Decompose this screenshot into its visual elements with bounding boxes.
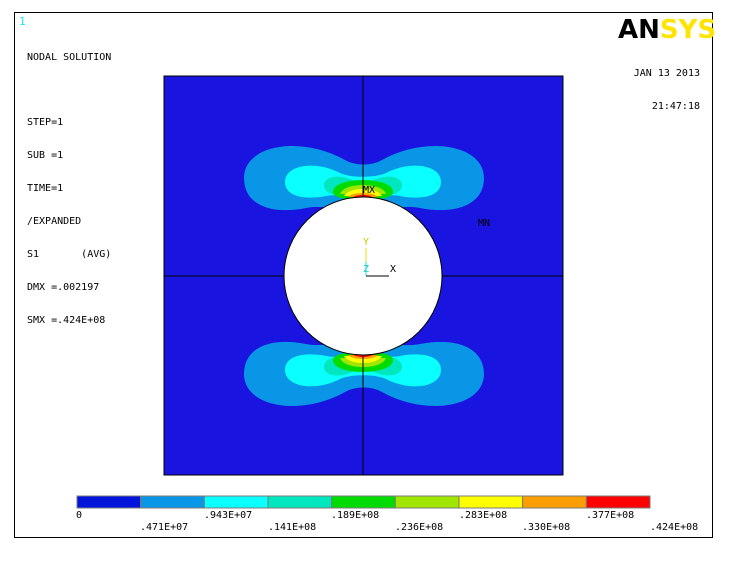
legend-band-1 bbox=[140, 495, 205, 509]
hole-circle bbox=[283, 196, 443, 356]
legend-bottom-label-3: .330E+08 bbox=[522, 522, 571, 533]
triad-x-label: X bbox=[390, 264, 396, 275]
legend-top-label-3: .283E+08 bbox=[459, 510, 508, 521]
legend-band-5 bbox=[394, 495, 460, 509]
logo-an: AN bbox=[618, 15, 660, 45]
time-label: TIME=1 bbox=[27, 183, 64, 194]
legend-color-bar bbox=[76, 495, 651, 509]
window-number: 1 bbox=[19, 15, 26, 28]
min-marker: MN bbox=[478, 218, 490, 229]
legend-band-6 bbox=[458, 495, 524, 509]
substep-label: SUB =1 bbox=[27, 150, 64, 161]
upper-stress-lobe bbox=[244, 146, 484, 212]
solution-title: NODAL SOLUTION bbox=[27, 52, 112, 63]
ansys-logo: ANSYS bbox=[618, 15, 716, 45]
legend-band-3 bbox=[267, 495, 333, 509]
time-label-clock: 21:47:18 bbox=[651, 101, 700, 112]
legend-bottom-label-2: .236E+08 bbox=[395, 522, 444, 533]
step-label: STEP=1 bbox=[27, 117, 64, 128]
legend-bottom-label-1: .141E+08 bbox=[268, 522, 317, 533]
timestamp-block: JAN 13 2013 21:47:18 bbox=[634, 46, 700, 134]
legend-top-label-1: .943E+07 bbox=[204, 510, 253, 521]
legend-top-label-4: .377E+08 bbox=[586, 510, 635, 521]
dmx-label: DMX =.002197 bbox=[27, 282, 100, 293]
legend-band-2 bbox=[203, 495, 269, 509]
legend-band-4 bbox=[331, 495, 396, 509]
legend-bottom-label-4: .424E+08 bbox=[650, 522, 699, 533]
logo-sys: SYS bbox=[659, 15, 717, 45]
triad-y-label: Y bbox=[363, 237, 369, 248]
coordinate-triad: Y Z X bbox=[363, 237, 396, 277]
max-marker: MX bbox=[363, 185, 375, 196]
result-item-label: S1 (AVG) bbox=[27, 249, 112, 260]
smx-label: SMX =.424E+08 bbox=[27, 315, 106, 326]
legend-top-label-2: .189E+08 bbox=[331, 510, 380, 521]
triad-z-label: Z bbox=[363, 264, 369, 275]
legend-bottom-label-0: .471E+07 bbox=[140, 522, 189, 533]
solution-info-block: NODAL SOLUTION STEP=1 SUB =1 TIME=1 /EXP… bbox=[27, 30, 111, 348]
legend-band-7 bbox=[522, 495, 587, 509]
expanded-label: /EXPANDED bbox=[27, 216, 82, 227]
legend-band-8 bbox=[585, 495, 651, 509]
legend-top-label-0: 0 bbox=[76, 510, 83, 521]
legend-band-0 bbox=[76, 495, 142, 509]
date-label: JAN 13 2013 bbox=[633, 68, 700, 79]
